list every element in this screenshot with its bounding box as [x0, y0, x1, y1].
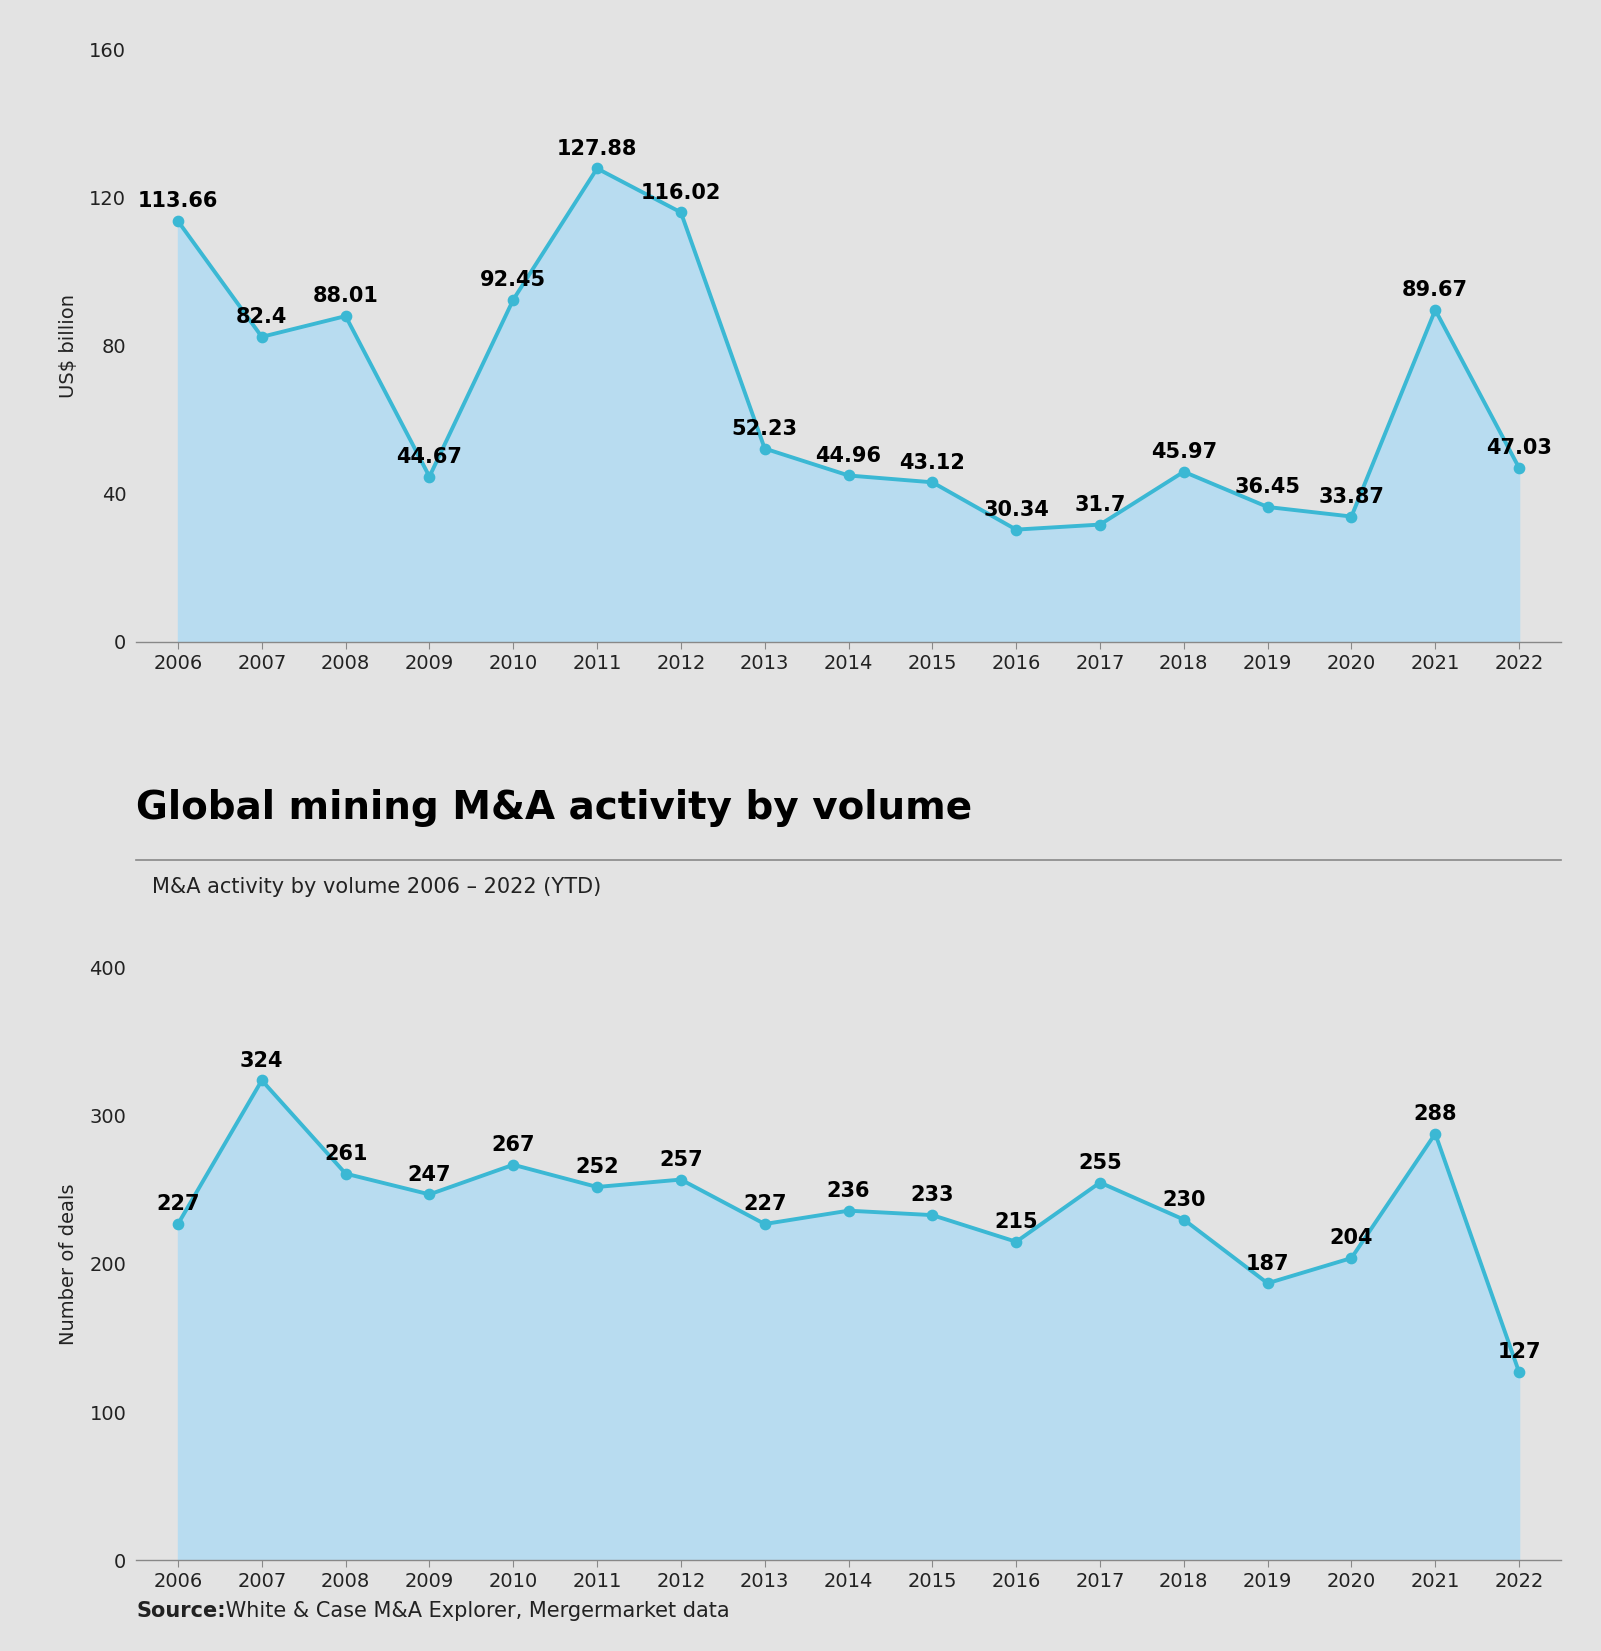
Text: 82.4: 82.4: [235, 307, 288, 327]
Point: [1422, 1121, 1447, 1147]
Point: [1170, 1207, 1196, 1233]
Text: 31.7: 31.7: [1074, 495, 1126, 515]
Text: 116.02: 116.02: [640, 183, 720, 203]
Text: 288: 288: [1414, 1105, 1457, 1124]
Text: 227: 227: [157, 1194, 200, 1213]
Text: 43.12: 43.12: [900, 452, 965, 472]
Point: [752, 436, 778, 462]
Text: 33.87: 33.87: [1319, 487, 1385, 507]
Point: [1255, 494, 1281, 520]
Point: [668, 200, 693, 226]
Point: [1004, 517, 1029, 543]
Point: [836, 462, 861, 489]
Text: 187: 187: [1246, 1253, 1289, 1273]
Text: Source:: Source:: [136, 1601, 226, 1621]
Y-axis label: Number of deals: Number of deals: [59, 1184, 78, 1344]
Text: 204: 204: [1330, 1228, 1374, 1248]
Point: [1507, 1359, 1532, 1385]
Point: [1338, 504, 1364, 530]
Point: [584, 1174, 610, 1200]
Text: 36.45: 36.45: [1234, 477, 1300, 497]
Point: [668, 1166, 693, 1192]
Point: [836, 1197, 861, 1223]
Point: [1507, 454, 1532, 480]
Point: [1004, 1228, 1029, 1255]
Point: [919, 1202, 945, 1228]
Point: [501, 1151, 527, 1177]
Point: [165, 1210, 191, 1237]
Text: 45.97: 45.97: [1151, 442, 1217, 462]
Text: 255: 255: [1077, 1152, 1122, 1172]
Point: [1087, 1169, 1113, 1195]
Text: 30.34: 30.34: [983, 500, 1049, 520]
Text: 227: 227: [743, 1194, 786, 1213]
Point: [1170, 459, 1196, 485]
Point: [584, 155, 610, 182]
Text: 89.67: 89.67: [1402, 281, 1468, 300]
Text: 113.66: 113.66: [138, 192, 218, 211]
Text: 257: 257: [660, 1149, 703, 1171]
Point: [416, 1180, 442, 1207]
Point: [1338, 1245, 1364, 1271]
Text: 324: 324: [240, 1050, 283, 1070]
Text: 215: 215: [994, 1212, 1037, 1232]
Text: White & Case M&A Explorer, Mergermarket data: White & Case M&A Explorer, Mergermarket …: [219, 1601, 730, 1621]
Point: [919, 469, 945, 495]
Text: 261: 261: [323, 1144, 367, 1164]
Text: 88.01: 88.01: [312, 286, 378, 307]
Text: M&A activity by volume 2006 – 2022 (YTD): M&A activity by volume 2006 – 2022 (YTD): [152, 877, 602, 896]
Point: [1087, 512, 1113, 538]
Text: 44.96: 44.96: [815, 446, 882, 466]
Text: 127: 127: [1497, 1342, 1540, 1362]
Point: [1422, 297, 1447, 324]
Text: 236: 236: [826, 1180, 871, 1200]
Text: 230: 230: [1162, 1190, 1206, 1210]
Point: [165, 208, 191, 234]
Point: [250, 324, 275, 350]
Y-axis label: US$ billion: US$ billion: [59, 294, 78, 398]
Text: 247: 247: [408, 1164, 451, 1185]
Text: 252: 252: [575, 1157, 620, 1177]
Text: 233: 233: [911, 1185, 954, 1205]
Text: 92.45: 92.45: [480, 269, 546, 291]
Text: 127.88: 127.88: [557, 139, 637, 158]
Text: Global mining M&A activity by volume: Global mining M&A activity by volume: [136, 789, 972, 827]
Text: 267: 267: [492, 1134, 535, 1156]
Text: 44.67: 44.67: [397, 447, 463, 467]
Point: [752, 1210, 778, 1237]
Text: 52.23: 52.23: [732, 419, 797, 439]
Point: [250, 1067, 275, 1093]
Point: [416, 464, 442, 490]
Point: [333, 302, 359, 329]
Text: 47.03: 47.03: [1486, 438, 1551, 457]
Point: [501, 286, 527, 312]
Point: [1255, 1270, 1281, 1296]
Point: [333, 1161, 359, 1187]
